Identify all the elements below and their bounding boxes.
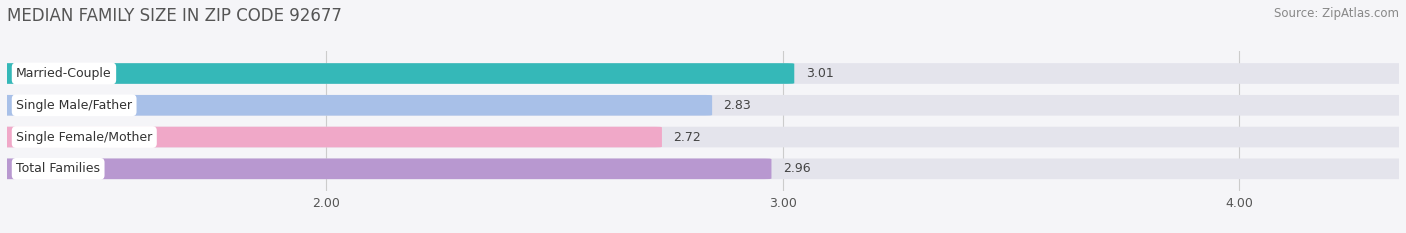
Text: 2.72: 2.72 [673, 130, 702, 144]
FancyBboxPatch shape [0, 127, 1406, 147]
FancyBboxPatch shape [0, 95, 1406, 116]
FancyBboxPatch shape [0, 63, 794, 84]
Text: MEDIAN FAMILY SIZE IN ZIP CODE 92677: MEDIAN FAMILY SIZE IN ZIP CODE 92677 [7, 7, 342, 25]
Text: Married-Couple: Married-Couple [15, 67, 112, 80]
Text: Total Families: Total Families [15, 162, 100, 175]
Text: Single Female/Mother: Single Female/Mother [15, 130, 152, 144]
FancyBboxPatch shape [0, 158, 1406, 179]
Text: Source: ZipAtlas.com: Source: ZipAtlas.com [1274, 7, 1399, 20]
FancyBboxPatch shape [0, 63, 1406, 84]
FancyBboxPatch shape [0, 158, 772, 179]
FancyBboxPatch shape [0, 95, 711, 116]
Text: 3.01: 3.01 [806, 67, 834, 80]
Text: 2.83: 2.83 [724, 99, 751, 112]
FancyBboxPatch shape [0, 127, 662, 147]
Text: 2.96: 2.96 [783, 162, 810, 175]
Text: Single Male/Father: Single Male/Father [15, 99, 132, 112]
